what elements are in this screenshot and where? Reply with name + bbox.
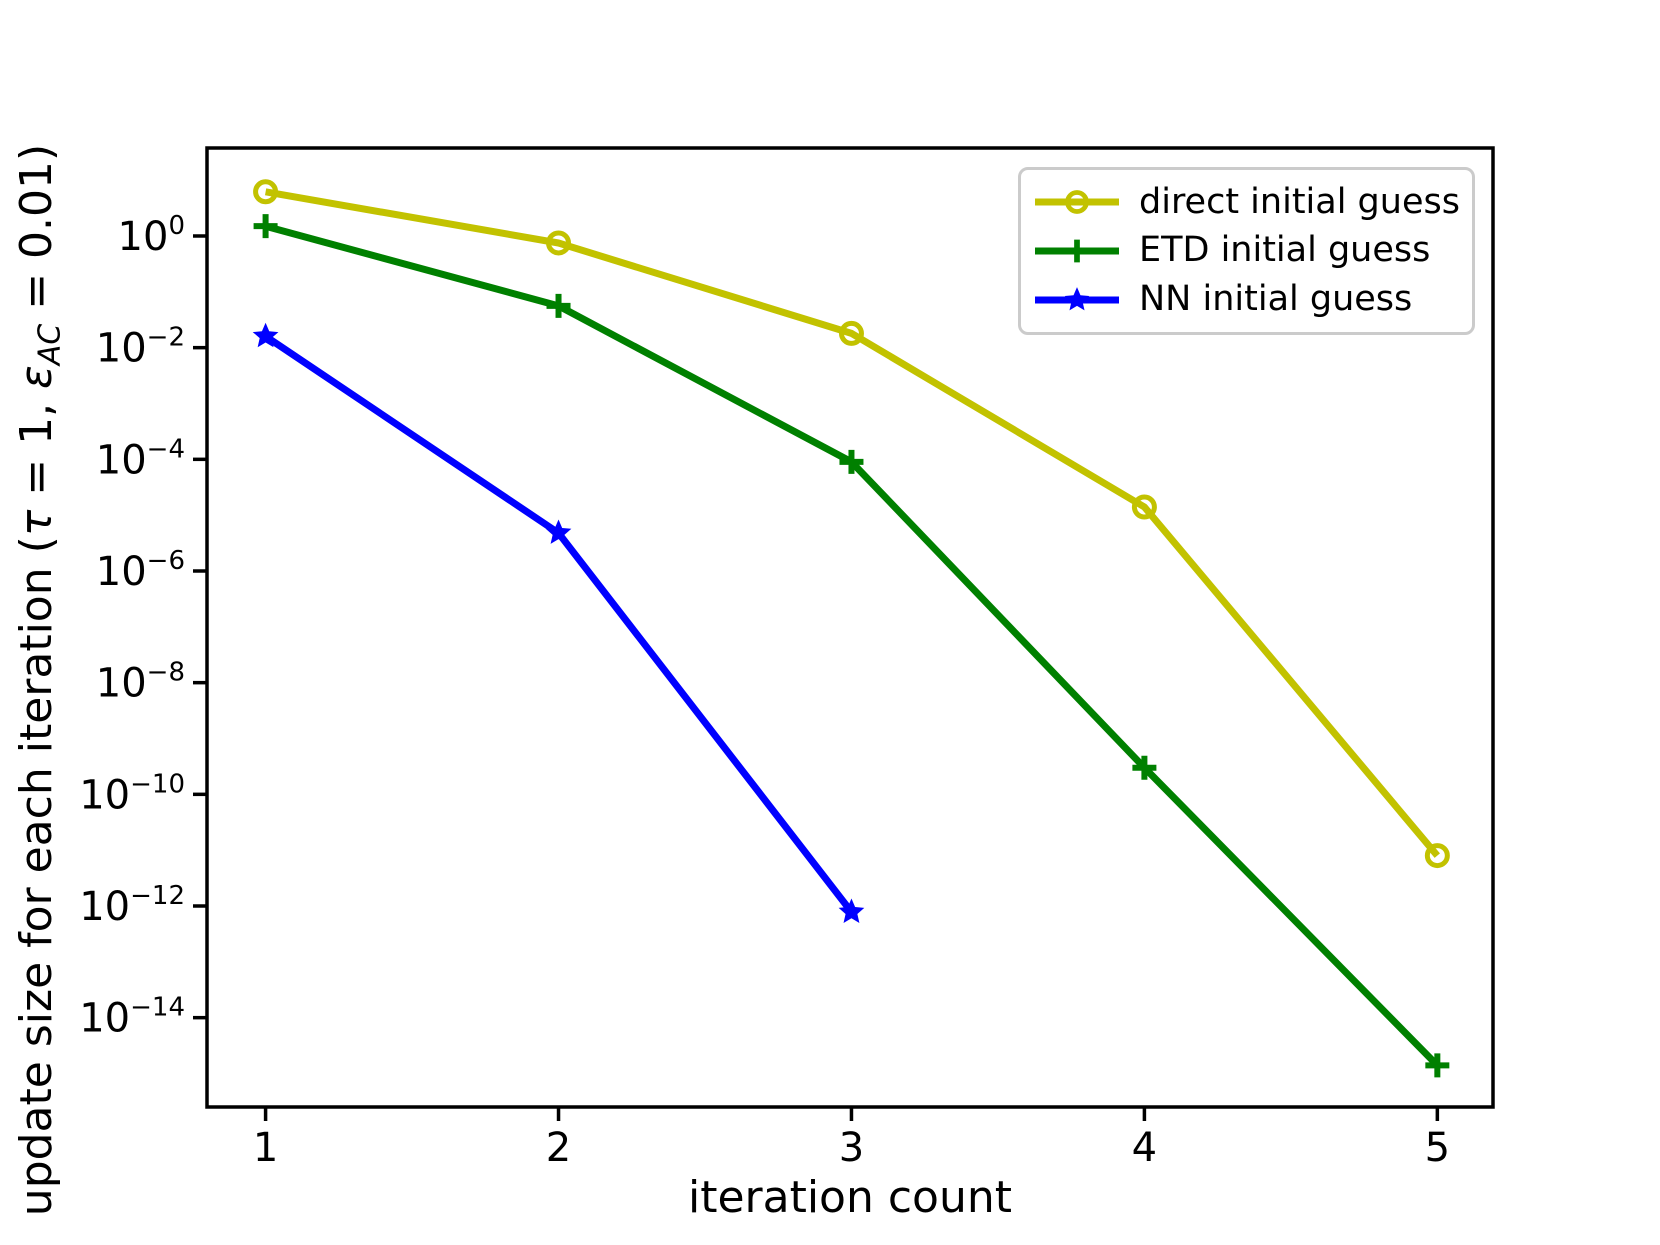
svg-text:10−2: 10−2 bbox=[96, 323, 185, 372]
etd-series-sample-icon bbox=[1035, 239, 1119, 263]
legend-item-direct: direct initial guess bbox=[1031, 182, 1460, 222]
svg-text:10−6: 10−6 bbox=[96, 546, 185, 595]
legend-item-etd: ETD initial guess bbox=[1031, 231, 1460, 271]
svg-text:5: 5 bbox=[1425, 1125, 1450, 1171]
legend: direct initial guess ETD initial guess N… bbox=[1018, 167, 1475, 335]
legend-label-nn: NN initial guess bbox=[1139, 279, 1413, 320]
direct-series-sample-icon bbox=[1035, 190, 1119, 215]
svg-text:10−14: 10−14 bbox=[79, 993, 185, 1042]
svg-text:100: 100 bbox=[118, 211, 185, 260]
legend-label-etd: ETD initial guess bbox=[1139, 230, 1431, 271]
svg-text:10−8: 10−8 bbox=[96, 658, 185, 707]
nn-series-sample-icon bbox=[1035, 286, 1119, 311]
svg-text:3: 3 bbox=[839, 1125, 864, 1171]
svg-text:10−10: 10−10 bbox=[79, 769, 185, 818]
svg-text:10−12: 10−12 bbox=[79, 881, 185, 930]
svg-text:4: 4 bbox=[1132, 1125, 1157, 1171]
legend-item-nn: NN initial guess bbox=[1031, 280, 1460, 320]
legend-label-direct: direct initial guess bbox=[1139, 181, 1460, 222]
y-axis-label: update size for each iteration (τ = 1, ε… bbox=[11, 143, 68, 1217]
x-axis-label: iteration count bbox=[687, 1172, 1012, 1223]
svg-text:1: 1 bbox=[253, 1125, 278, 1171]
svg-text:10−4: 10−4 bbox=[96, 434, 185, 483]
svg-text:2: 2 bbox=[546, 1125, 571, 1171]
